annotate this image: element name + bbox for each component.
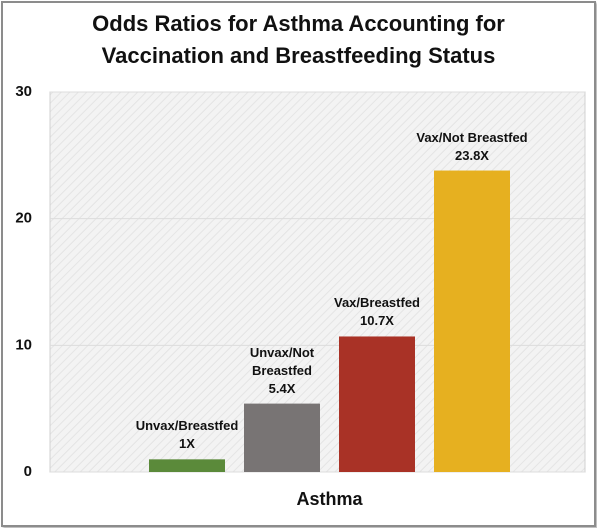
- y-tick-label: 30: [15, 83, 32, 100]
- bar: [434, 170, 510, 473]
- value-label: 1X: [179, 436, 195, 452]
- series-name: Vax/Breastfed: [334, 295, 420, 311]
- bar: [244, 403, 320, 472]
- value-label: 5.4X: [268, 380, 296, 396]
- bar: [149, 459, 225, 472]
- series-name: Vax/Not Breastfed: [416, 129, 528, 145]
- data-label: Unvax/Not Breastfed 5.4X: [222, 344, 342, 398]
- series-name: Unvax/Breastfed: [135, 418, 239, 434]
- chart-title: Odds Ratios for Asthma Accounting for Va…: [92, 11, 505, 68]
- value-label: 23.8X: [455, 147, 489, 163]
- y-tick-label: 10: [15, 336, 32, 353]
- data-label: Vax/Not Breastfed 23.8X: [412, 129, 532, 165]
- data-label: Unvax/Breastfed 1X: [127, 417, 247, 453]
- value-label: 10.7X: [360, 313, 394, 329]
- y-tick-label: 20: [15, 210, 32, 227]
- bar: [339, 336, 415, 472]
- y-tick-label: 0: [24, 463, 32, 480]
- x-tick-label: Asthma: [296, 489, 363, 509]
- data-label: Vax/Breastfed 10.7X: [317, 294, 437, 330]
- series-name: Unvax/Not Breastfed: [249, 344, 315, 378]
